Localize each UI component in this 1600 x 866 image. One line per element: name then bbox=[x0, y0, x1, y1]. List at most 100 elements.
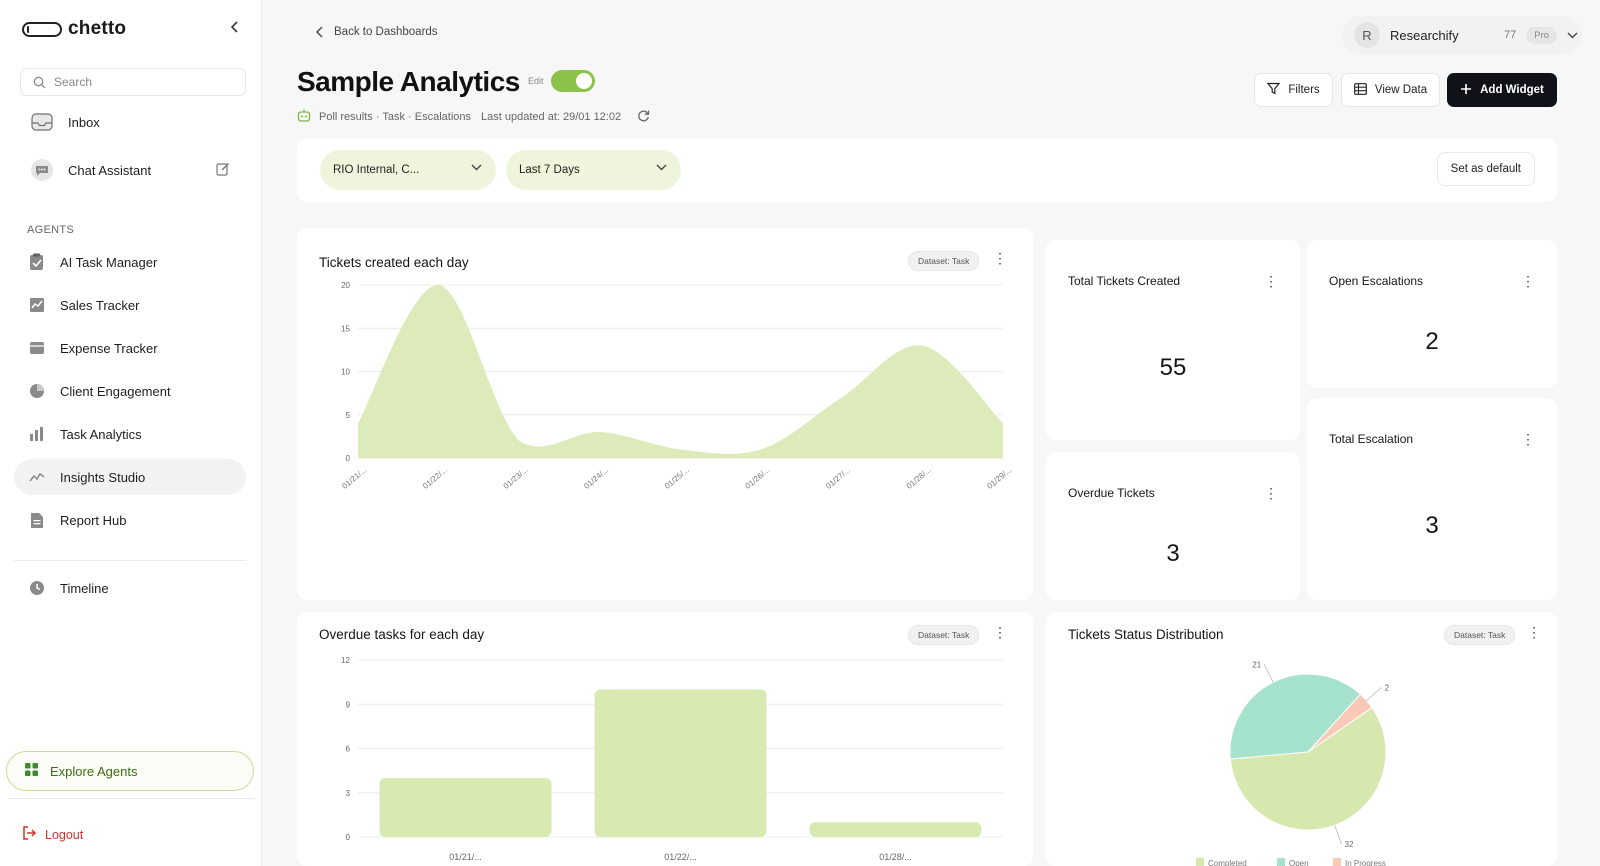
sidebar-divider bbox=[14, 560, 246, 561]
x-tick-label: 01/21/... bbox=[449, 852, 482, 862]
stat-title: Total Tickets Created bbox=[1068, 274, 1181, 288]
sidebar: chetto Inbox Chat Assistant AGENTS AI Ta… bbox=[0, 0, 262, 866]
account-name: Researchify bbox=[1390, 27, 1459, 43]
y-tick-label: 10 bbox=[341, 368, 350, 377]
y-tick-label: 0 bbox=[346, 833, 351, 842]
task-checklist-icon bbox=[28, 253, 46, 271]
pie-slice bbox=[1229, 673, 1362, 760]
chevron-down-icon bbox=[471, 162, 482, 174]
sidebar-item-expense-tracker[interactable]: Expense Tracker bbox=[14, 330, 246, 366]
legend-swatch bbox=[1196, 858, 1204, 866]
sidebar-item-client-engagement[interactable]: Client Engagement bbox=[14, 373, 246, 409]
chevron-left-icon bbox=[316, 26, 323, 38]
date-range-value: Last 7 Days bbox=[519, 164, 580, 176]
wallet-icon bbox=[28, 339, 46, 357]
set-as-default-button[interactable]: Set as default bbox=[1436, 152, 1535, 186]
logout-label: Logout bbox=[45, 827, 84, 842]
stat-value: 3 bbox=[1425, 512, 1439, 539]
overdue-tickets-card: Overdue Tickets ⋮ 3 bbox=[1046, 452, 1300, 600]
more-options-icon[interactable]: ⋮ bbox=[1521, 431, 1535, 447]
stat-value: 3 bbox=[1166, 540, 1180, 567]
overdue-per-day-card: Overdue tasks for each day Dataset: Task… bbox=[297, 612, 1033, 866]
sidebar-item-chat-assistant[interactable]: Chat Assistant bbox=[16, 152, 248, 188]
x-tick-label: 01/23/... bbox=[502, 465, 530, 490]
legend-swatch bbox=[1333, 858, 1341, 866]
y-tick-label: 6 bbox=[346, 745, 351, 754]
sidebar-item-timeline[interactable]: Timeline bbox=[14, 570, 246, 606]
plus-icon bbox=[1460, 83, 1472, 98]
back-label: Back to Dashboards bbox=[334, 26, 438, 38]
sidebar-item-report-hub[interactable]: Report Hub bbox=[14, 502, 246, 538]
explore-agents-button[interactable]: Explore Agents bbox=[6, 751, 254, 791]
date-range-select[interactable]: Last 7 Days bbox=[506, 150, 681, 190]
x-tick-label: 01/26/... bbox=[744, 465, 772, 490]
stat-title: Total Escalation bbox=[1329, 432, 1414, 446]
y-tick-label: 15 bbox=[341, 324, 350, 333]
brand-logo[interactable]: chetto bbox=[22, 18, 126, 40]
sidebar-item-label: Task Analytics bbox=[60, 426, 142, 442]
x-tick-label: 01/29/... bbox=[985, 465, 1013, 490]
sidebar-item-task-analytics[interactable]: Task Analytics bbox=[14, 416, 246, 452]
add-widget-button[interactable]: Add Widget bbox=[1447, 73, 1557, 107]
filters-button[interactable]: Filters bbox=[1254, 73, 1333, 107]
x-tick-label: 01/28/... bbox=[879, 852, 912, 862]
workspace-select[interactable]: RIO Internal, C... bbox=[320, 150, 496, 190]
new-chat-icon[interactable] bbox=[216, 162, 230, 179]
filter-icon bbox=[1267, 82, 1281, 98]
edit-label: Edit bbox=[528, 76, 544, 86]
card-title: Overdue tasks for each day bbox=[319, 627, 485, 642]
chart-trend-icon bbox=[28, 296, 46, 314]
more-options-icon[interactable]: ⋮ bbox=[1264, 485, 1278, 501]
chevron-down-icon bbox=[656, 162, 667, 174]
back-to-dashboards-link[interactable]: Back to Dashboards bbox=[316, 26, 438, 38]
logout-button[interactable]: Logout bbox=[22, 826, 83, 843]
dashboard-meta: Poll results · Task · Escalations Last u… bbox=[297, 109, 650, 125]
more-options-icon[interactable]: ⋮ bbox=[1521, 273, 1535, 289]
page-title: Sample Analytics bbox=[297, 66, 520, 97]
sidebar-item-insights-studio[interactable]: Insights Studio bbox=[14, 459, 246, 495]
x-tick-label: 01/22/... bbox=[664, 852, 697, 862]
bar-chart-icon bbox=[28, 425, 46, 443]
bar bbox=[809, 822, 982, 837]
inbox-icon bbox=[30, 113, 54, 131]
y-tick-label: 12 bbox=[341, 656, 350, 665]
x-tick-label: 01/21/... bbox=[340, 465, 368, 490]
account-menu[interactable]: R Researchify 77 Pro bbox=[1342, 16, 1582, 54]
more-options-icon[interactable]: ⋮ bbox=[1264, 273, 1278, 289]
search-box[interactable] bbox=[20, 68, 246, 96]
pie-chart: 2 21 32 Completed Open In Progress bbox=[1196, 660, 1390, 866]
explore-agents-label: Explore Agents bbox=[50, 763, 138, 779]
pie-chart-icon bbox=[28, 382, 46, 400]
total-tickets-card: Total Tickets Created ⋮ 55 bbox=[1046, 240, 1300, 440]
bar-chart: 0 3 6 9 12 01/21/... 01/22/... 01/28/... bbox=[341, 656, 1003, 862]
area-series bbox=[358, 284, 1003, 458]
x-tick-label: 01/22/... bbox=[421, 465, 449, 490]
y-tick-label: 9 bbox=[346, 700, 351, 709]
filter-bar: RIO Internal, C... Last 7 Days Set as de… bbox=[297, 138, 1557, 202]
sidebar-item-label: Insights Studio bbox=[60, 469, 146, 485]
stat-value: 55 bbox=[1159, 354, 1187, 381]
pie-slice bbox=[1229, 706, 1387, 831]
sidebar-item-sales-tracker[interactable]: Sales Tracker bbox=[14, 287, 246, 323]
document-icon bbox=[28, 511, 46, 529]
sidebar-item-inbox[interactable]: Inbox bbox=[16, 104, 248, 140]
view-data-button[interactable]: View Data bbox=[1341, 73, 1440, 107]
open-escalations-card: Open Escalations ⋮ 2 bbox=[1307, 240, 1557, 388]
meta-tags: Poll results · Task · Escalations bbox=[319, 111, 472, 123]
status-distribution-card: Tickets Status Distribution Dataset: Tas… bbox=[1046, 612, 1557, 866]
grid-icon bbox=[25, 763, 38, 779]
pie-value-label: 2 bbox=[1385, 683, 1390, 692]
add-widget-label: Add Widget bbox=[1480, 84, 1544, 96]
refresh-icon[interactable] bbox=[637, 109, 650, 125]
pie-leader-line bbox=[1366, 687, 1382, 701]
pie-leader-line bbox=[1334, 825, 1342, 845]
collapse-sidebar-button[interactable] bbox=[230, 20, 240, 38]
legend-label: Open bbox=[1289, 859, 1309, 866]
x-tick-label: 01/24/... bbox=[582, 465, 610, 490]
chat-bubble-icon bbox=[30, 159, 54, 181]
edit-toggle[interactable] bbox=[551, 70, 595, 92]
stat-title: Open Escalations bbox=[1329, 274, 1424, 288]
search-input[interactable] bbox=[54, 75, 234, 89]
sidebar-item-ai-task-manager[interactable]: AI Task Manager bbox=[14, 244, 246, 280]
y-tick-label: 5 bbox=[346, 411, 351, 420]
